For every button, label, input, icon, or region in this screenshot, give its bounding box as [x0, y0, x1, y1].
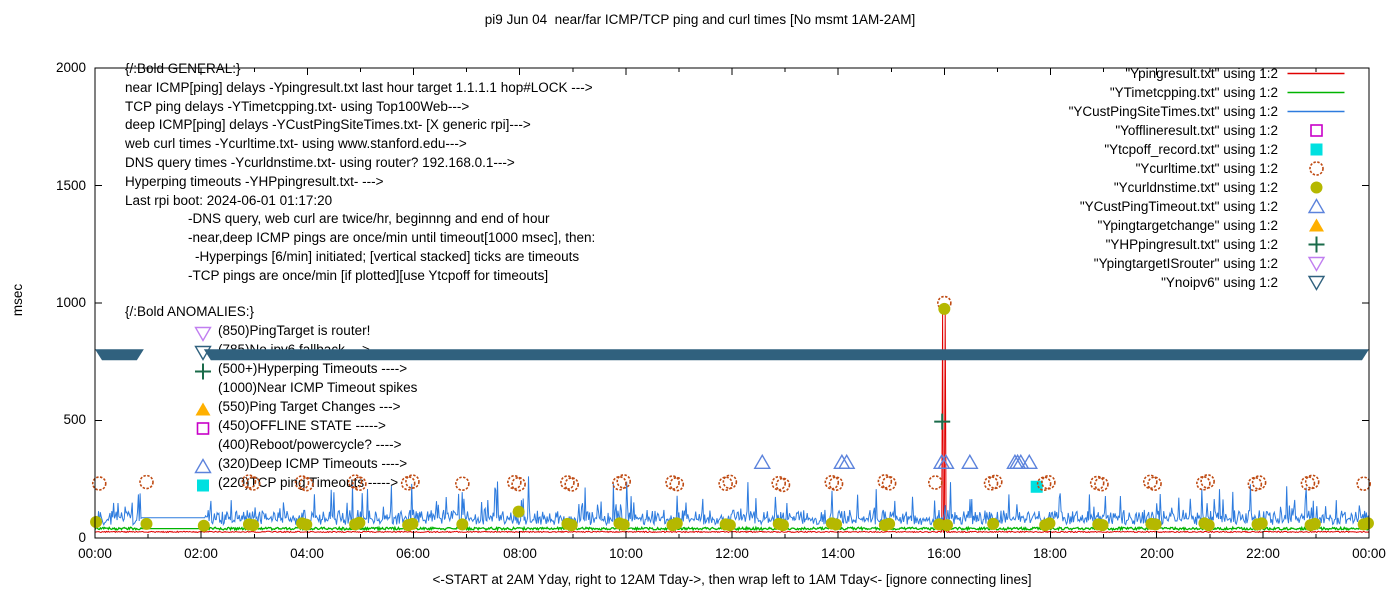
x-tick-label: 22:00	[1246, 546, 1280, 561]
legend: "Ypingresult.txt" using 1:2 "YTimetcppin…	[978, 64, 1278, 292]
legend-label: "Yofflineresult.txt" using 1:2	[1115, 123, 1278, 138]
x-tick-label: 04:00	[290, 546, 324, 561]
general-line: -DNS query, web curl are twice/hr, begin…	[188, 211, 550, 227]
general-line: deep ICMP[ping] delays -YCustPingSiteTim…	[125, 117, 531, 133]
general-annotation-block: {/:Bold GENERAL:} near ICMP[ping] delays…	[125, 60, 595, 286]
anomaly-line: (500+)Hyperping Timeouts ---->	[218, 361, 408, 376]
legend-label: "YTimetcpping.txt" using 1:2	[1109, 85, 1278, 100]
general-heading: {/:Bold GENERAL:}	[125, 61, 241, 76]
x-tick-label: 08:00	[503, 546, 537, 561]
y-tick-label: 500	[63, 412, 86, 427]
anomaly-line: (1000)Near ICMP Timeout spikes	[218, 380, 418, 395]
anomaly-line: (785)No ipv6 fallback --->	[218, 342, 370, 357]
legend-label: "Ypingtargetchange" using 1:2	[1097, 218, 1278, 233]
general-line: -TCP pings are once/min [if plotted][use…	[188, 267, 549, 283]
y-tick-label: 0	[78, 530, 86, 545]
y-tick-label: 2000	[55, 60, 86, 75]
x-tick-label: 00:00	[1352, 546, 1386, 561]
x-tick-label: 02:00	[184, 546, 218, 561]
legend-label: "Ynoipv6" using 1:2	[1161, 275, 1278, 290]
anomaly-line: (320)Deep ICMP Timeouts ---->	[218, 456, 408, 471]
x-tick-label: 00:00	[78, 546, 112, 561]
y-tick-label: 1500	[55, 178, 86, 193]
legend-label: "Ycurltime.txt" using 1:2	[1135, 161, 1278, 176]
x-tick-label: 10:00	[609, 546, 643, 561]
x-tick-label: 20:00	[1140, 546, 1174, 561]
anomaly-line: (550)Ping Target Changes --->	[218, 399, 401, 414]
legend-label: "YCustPingTimeout.txt" using 1:2	[1079, 199, 1278, 214]
anomaly-line: (400)Reboot/powercycle? ---->	[218, 437, 402, 452]
general-line: -near,deep ICMP pings are once/min until…	[188, 230, 596, 246]
general-line: near ICMP[ping] delays -Ypingresult.txt …	[125, 79, 593, 95]
general-line: DNS query times -Ycurldnstime.txt- using…	[125, 154, 515, 170]
x-tick-label: 12:00	[715, 546, 749, 561]
x-tick-label: 06:00	[396, 546, 430, 561]
x-tick-label: 14:00	[821, 546, 855, 561]
legend-label: "Ypingresult.txt" using 1:2	[1125, 66, 1278, 81]
legend-label: "YHPpingresult.txt" using 1:2	[1105, 237, 1278, 252]
x-axis-label: <-START at 2AM Yday, right to 12AM Tday-…	[432, 572, 1032, 587]
legend-label: "YpingtargetISrouter" using 1:2	[1093, 256, 1278, 271]
general-line: Hyperping timeouts -YHPpingresult.txt- -…	[125, 173, 384, 189]
anomaly-line: (220)TCP ping Timeouts ----->	[218, 475, 399, 490]
x-tick-label: 16:00	[927, 546, 961, 561]
anomaly-line: (450)OFFLINE STATE ----->	[218, 418, 386, 433]
general-line: Last rpi boot: 2024-06-01 01:17:20	[125, 192, 333, 208]
legend-label: "Ytcpoff_record.txt" using 1:2	[1104, 142, 1278, 157]
general-line: -Hyperpings [6/min] initiated; [vertical…	[195, 248, 580, 264]
chart-title: pi9 Jun 04 near/far ICMP/TCP ping and cu…	[484, 12, 916, 27]
x-tick-label: 18:00	[1033, 546, 1067, 561]
y-tick-label: 1000	[55, 295, 86, 310]
anomalies-heading: {/:Bold ANOMALIES:}	[125, 304, 255, 319]
legend-label: "Ycurldnstime.txt" using 1:2	[1113, 180, 1278, 195]
anomaly-line: (850)PingTarget is router!	[218, 323, 371, 338]
general-line: web curl times -Ycurltime.txt- using www…	[125, 136, 467, 152]
anomalies-annotation-block: {/:Bold ANOMALIES:} (850)PingTarget is r…	[125, 302, 417, 492]
legend-label: "YCustPingSiteTimes.txt" using 1:2	[1068, 104, 1278, 119]
general-line: TCP ping delays -YTimetcpping.txt- using…	[125, 98, 470, 114]
